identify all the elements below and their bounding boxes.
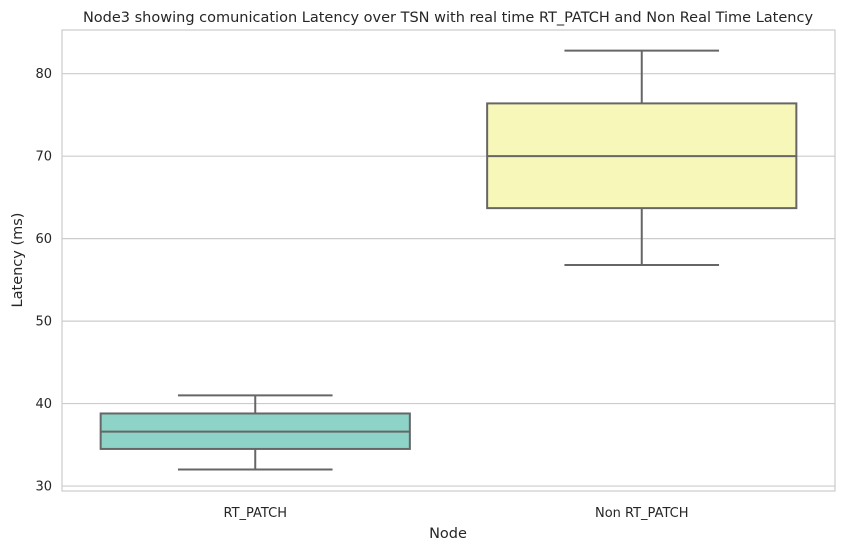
y-tick-label-80: 80 [35, 67, 52, 82]
chart-title: Node3 showing comunication Latency over … [83, 10, 813, 26]
x-axis-label: Node [429, 526, 467, 542]
y-axis-label: Latency (ms) [10, 213, 26, 308]
x-tick-label-1: Non RT_PATCH [595, 506, 689, 521]
y-tick-label-50: 50 [35, 315, 52, 330]
y-tick-label-40: 40 [35, 397, 52, 412]
y-tick-labels: 30 40 50 60 70 80 [35, 67, 52, 494]
x-tick-labels: RT_PATCH Non RT_PATCH [224, 506, 689, 521]
box-0 [99, 394, 411, 471]
plot-frame [61, 29, 836, 492]
grid-lines [62, 73, 835, 487]
y-tick-label-70: 70 [35, 150, 52, 165]
boxes [99, 49, 798, 471]
y-tick-label-30: 30 [35, 480, 52, 495]
box-1 [486, 49, 798, 267]
x-tick-label-0: RT_PATCH [224, 506, 287, 521]
y-tick-label-60: 60 [35, 232, 52, 247]
